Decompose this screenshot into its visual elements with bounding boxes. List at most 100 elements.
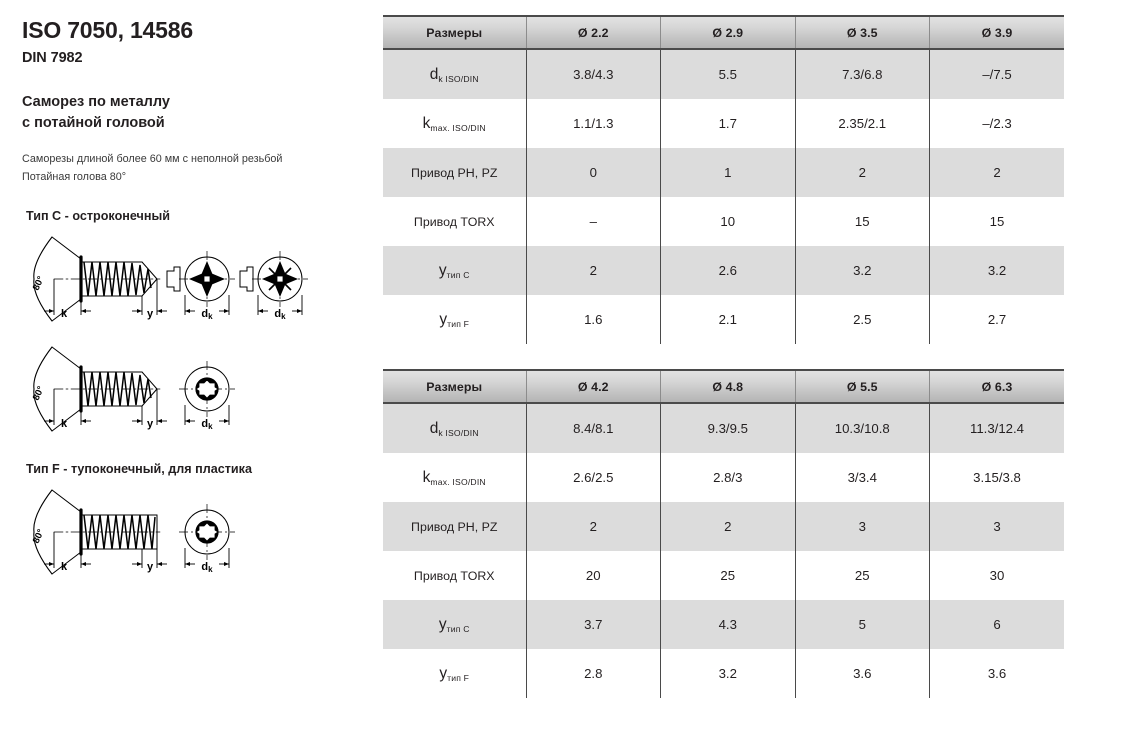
product-name-line-2: с потайной головой: [22, 115, 165, 132]
page-title: ISO 7050, 14586: [22, 17, 193, 43]
table-row: Привод PH, PZ 0 1 2 2: [383, 148, 1064, 197]
table-cell: 2.35/2.1: [795, 99, 930, 148]
table-cell: 2: [526, 502, 661, 551]
table-cell: 3.8/4.3: [526, 49, 661, 99]
table-cell: 3.2: [929, 246, 1064, 295]
table-row: kmax. ISO/DIN 1.1/1.3 1.7 2.35/2.1 –/2.3: [383, 99, 1064, 148]
product-name-line-1: Саморез по металлу: [22, 94, 170, 111]
screw-type-c-torx-diagram: k y 80°: [31, 346, 235, 432]
dim-label-k-f: k: [61, 561, 68, 573]
table-small-diameters: Размеры Ø 2.2 Ø 2.9 Ø 3.5 Ø 3.9 dk ISO/D…: [383, 15, 1064, 344]
pz-drive-head-icon: [239, 251, 308, 308]
type-c-drawing-group: k y 80°: [24, 229, 368, 439]
column-header: Ø 2.2: [526, 15, 661, 50]
row-label: утип C: [383, 246, 527, 295]
row-label: Привод TORX: [383, 551, 527, 600]
dim-label-k-c: k: [61, 308, 68, 320]
row-label: kmax. ISO/DIN: [383, 453, 527, 502]
table-row: утип F 2.8 3.2 3.6 3.6: [383, 649, 1064, 698]
product-name: Саморез по металлу с потайной головой: [22, 92, 368, 134]
row-label: утип F: [383, 649, 527, 698]
angle-label-c: 80°: [31, 275, 47, 293]
table-cell: 8.4/8.1: [526, 403, 661, 453]
table-cell: 25: [660, 551, 796, 600]
table-cell: 2.5: [795, 295, 930, 344]
column-header: Размеры: [383, 369, 527, 404]
row-label: утип C: [383, 600, 527, 649]
table-cell: 3.15/3.8: [929, 453, 1064, 502]
table-cell: 15: [929, 197, 1064, 246]
column-header: Ø 6.3: [929, 369, 1064, 404]
left-info-panel: ISO 7050, 14586 DIN 7982 Саморез по мета…: [0, 0, 382, 753]
type-f-drawing-group: k y 80°: [24, 482, 368, 582]
table-cell: 5: [795, 600, 930, 649]
row-label: Привод TORX: [383, 197, 527, 246]
column-header: Ø 3.5: [795, 15, 930, 50]
table-cell: 11.3/12.4: [929, 403, 1064, 453]
type-f-heading: Тип F - тупоконечный, для пластика: [26, 462, 252, 477]
table-cell: 10: [660, 197, 796, 246]
table-cell: 0: [526, 148, 661, 197]
table-cell: 1.1/1.3: [526, 99, 661, 148]
table-row: Привод PH, PZ 2 2 3 3: [383, 502, 1064, 551]
table-cell: 2.8/3: [660, 453, 796, 502]
spec-tables-container: Размеры Ø 2.2 Ø 2.9 Ø 3.5 Ø 3.9 dk ISO/D…: [383, 15, 1083, 723]
dim-label-dk-pz: dk: [274, 308, 286, 321]
table-row: утип C 3.7 4.3 5 6: [383, 600, 1064, 649]
table-cell: 2.1: [660, 295, 796, 344]
table-cell: 10.3/10.8: [795, 403, 930, 453]
row-label: kmax. ISO/DIN: [383, 99, 527, 148]
table-cell: 3.2: [660, 649, 796, 698]
row-label: утип F: [383, 295, 527, 344]
row-label: Привод PH, PZ: [383, 148, 527, 197]
torx-drive-head-icon: [179, 361, 235, 418]
dim-label-dk-torx-c: dk: [201, 418, 213, 431]
table-cell: 3.2: [795, 246, 930, 295]
table-cell: 2.7: [929, 295, 1064, 344]
table-cell: 1: [660, 148, 796, 197]
table-cell: 1.7: [660, 99, 796, 148]
table-cell: 3/3.4: [795, 453, 930, 502]
column-header: Ø 5.5: [795, 369, 930, 404]
table-cell: 30: [929, 551, 1064, 600]
table-row: dk ISO/DIN 3.8/4.3 5.5 7.3/6.8 –/7.5: [383, 49, 1064, 99]
table-cell: 5.5: [660, 49, 796, 99]
table-cell: 2: [660, 502, 796, 551]
table-cell: 7.3/6.8: [795, 49, 930, 99]
table-cell: 3: [929, 502, 1064, 551]
table-cell: 3.6: [929, 649, 1064, 698]
table-cell: 3: [795, 502, 930, 551]
table-row: Привод TORX – 10 15 15: [383, 197, 1064, 246]
table-cell: 2.8: [526, 649, 661, 698]
table-cell: 3.6: [795, 649, 930, 698]
table-header-row: Размеры Ø 2.2 Ø 2.9 Ø 3.5 Ø 3.9: [383, 15, 1064, 50]
description-line-1: Саморезы длиной более 60 мм с неполной р…: [22, 153, 283, 166]
angle-label-c2: 80°: [31, 385, 47, 403]
table-cell: 6: [929, 600, 1064, 649]
dim-label-y-f: y: [147, 561, 154, 573]
dim-label-dk-ph: dk: [201, 308, 213, 321]
table-cell: 2.6/2.5: [526, 453, 661, 502]
angle-label-f: 80°: [31, 528, 47, 546]
column-header: Ø 4.2: [526, 369, 661, 404]
table-header-row: Размеры Ø 4.2 Ø 4.8 Ø 5.5 Ø 6.3: [383, 369, 1064, 404]
row-label: dk ISO/DIN: [383, 403, 527, 453]
table-large-diameters: Размеры Ø 4.2 Ø 4.8 Ø 5.5 Ø 6.3 dk ISO/D…: [383, 369, 1064, 698]
table-cell: 15: [795, 197, 930, 246]
screw-type-c-pointed-diagram: k y 80°: [31, 236, 308, 322]
table-cell: –/7.5: [929, 49, 1064, 99]
column-header: Размеры: [383, 15, 527, 50]
table-row: утип F 1.6 2.1 2.5 2.7: [383, 295, 1064, 344]
table-cell: 25: [795, 551, 930, 600]
dim-label-dk-torx-f: dk: [201, 561, 213, 574]
table-cell: –: [526, 197, 661, 246]
column-header: Ø 2.9: [660, 15, 796, 50]
dim-label-y-c2: y: [147, 418, 154, 430]
table-cell: 20: [526, 551, 661, 600]
screw-type-f-blunt-diagram: k y 80°: [31, 489, 235, 575]
description-line-2: Потайная голова 80°: [22, 170, 127, 183]
table-row: Привод TORX 20 25 25 30: [383, 551, 1064, 600]
table-cell: –/2.3: [929, 99, 1064, 148]
torx-drive-head-icon-f: [179, 504, 235, 561]
